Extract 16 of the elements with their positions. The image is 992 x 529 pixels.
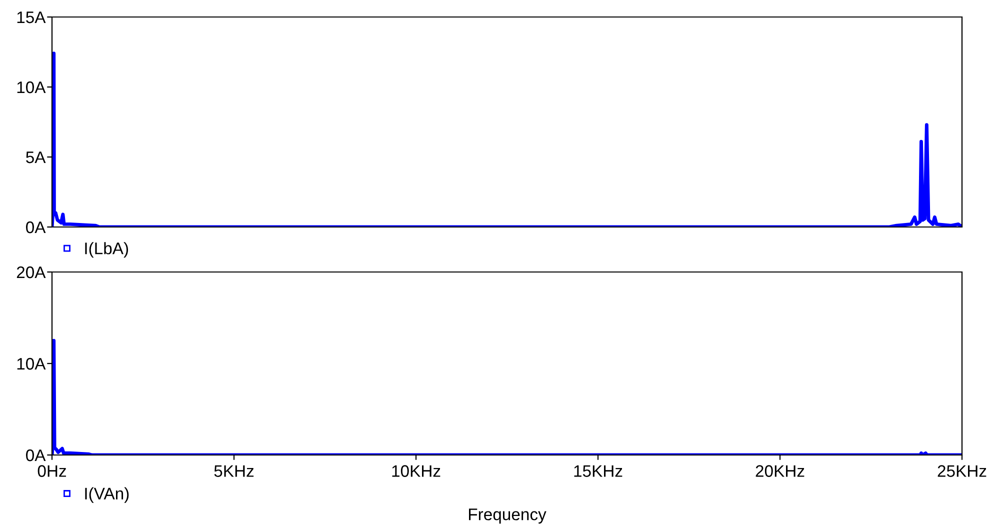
- y-tick-label: 10A: [17, 358, 46, 370]
- y-tick-label: 20A: [16, 266, 46, 278]
- x-tick-label: 5KHz: [214, 465, 254, 477]
- y-tick-label: 10A: [17, 81, 46, 94]
- legend-label: I(LbA): [85, 242, 128, 258]
- x-tick-label: 20KHz: [756, 465, 804, 477]
- y-tick-label: 0A: [26, 221, 46, 234]
- legend-label: I(VAn): [85, 487, 129, 503]
- x-tick-label: 0Hz: [38, 465, 66, 477]
- y-tick-label: 5A: [26, 152, 46, 164]
- y-tick-label: 0A: [26, 449, 46, 462]
- y-tick-label: 15A: [17, 12, 46, 24]
- x-axis-title: Frequency: [469, 508, 546, 524]
- x-tick-label: 10KHz: [392, 465, 440, 477]
- x-tick-label: 15KHz: [574, 465, 622, 477]
- x-tick-label: 25KHz: [938, 465, 986, 477]
